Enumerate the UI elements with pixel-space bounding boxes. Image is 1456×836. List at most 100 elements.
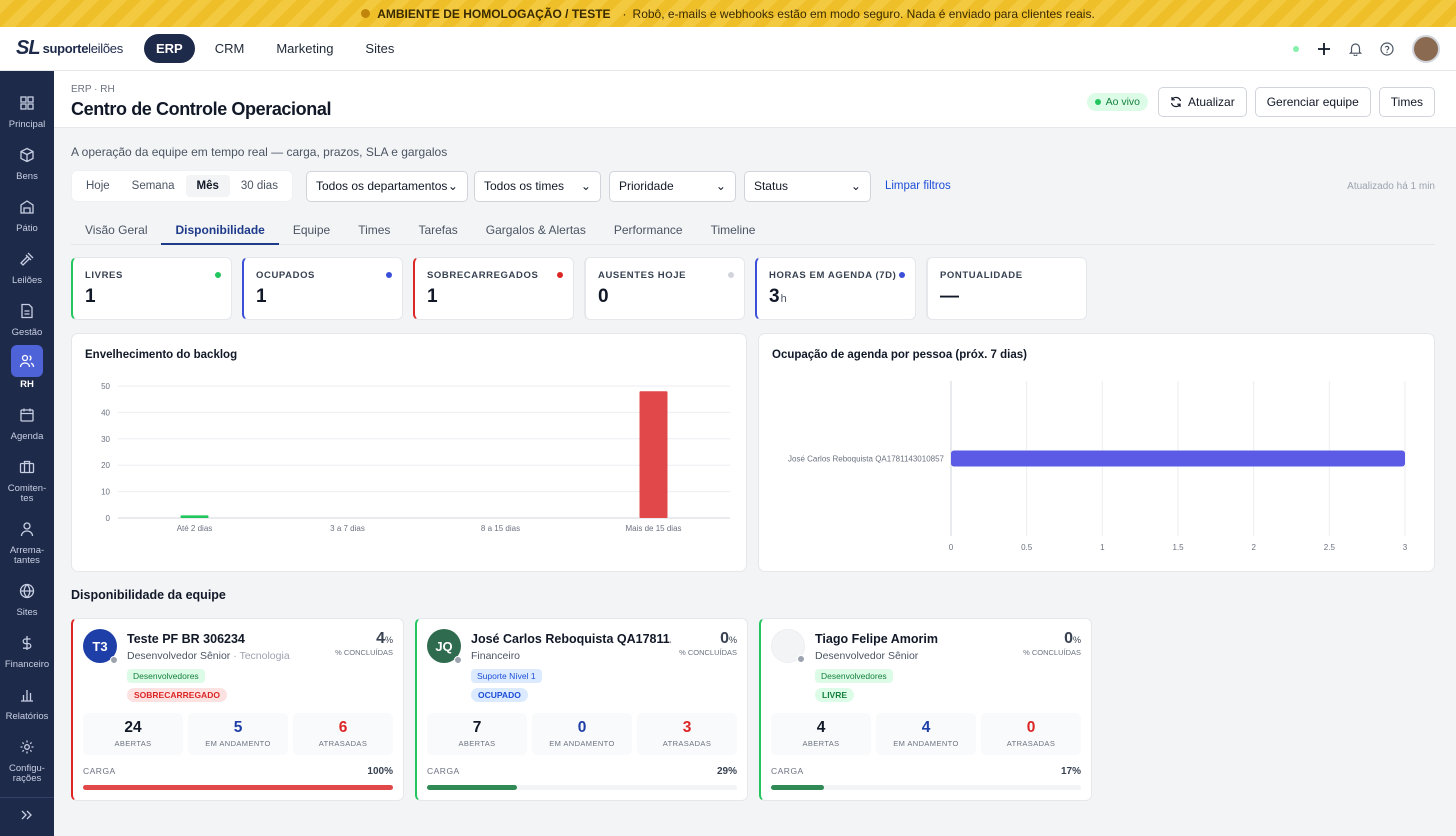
open-tasks-stat: 24 ABERTAS [83,713,183,755]
sidebar-item-comitentes[interactable]: Comiten-tes [0,453,54,505]
bar [639,391,668,518]
document-icon [13,297,41,325]
status-badge: LIVRE [815,688,855,702]
tab-times[interactable]: Times [358,223,391,237]
chevron-down-icon: ⌄ [580,179,591,193]
x-tick-label: 3 [1403,543,1408,552]
kpi-sobrecarregados: SOBRECARREGADOS 1 [413,257,574,320]
module-tab-marketing[interactable]: Marketing [276,41,334,56]
sidebar-item-gestao[interactable]: Gestão [0,297,54,349]
department-select[interactable]: Todos os departamentos ⌄ [305,170,468,202]
period-30-dias[interactable]: 30 dias [240,180,278,192]
kpi-row: LIVRES 1 OCUPADOS 1 SOBRECARREGADOS 1 AUSEN… [71,257,1087,320]
y-tick-label: 0 [106,514,111,523]
completion-rate: 4%% CONCLUÍDAS [335,630,393,657]
in-progress-stat: 5 EM ANDAMENTO [188,713,288,755]
backlog-chart: 0 10 20 30 40 50 Até 2 dias 3 a 7 dias 8 a 15 di… [101,382,730,533]
x-tick-label: 8 a 15 dias [481,524,520,533]
tab-tarefas[interactable]: Tarefas [418,223,458,237]
page-title: Centro de Controle Operacional [71,99,332,119]
plus-icon[interactable] [1317,42,1331,56]
module-tab-sites[interactable]: Sites [365,41,395,56]
person-avatar: JQ [427,629,462,664]
page-subtitle: A operação da equipe em tempo real — car… [71,145,448,159]
priority-select[interactable]: Prioridade ⌄ [608,170,736,202]
sidebar-item-leiloes[interactable]: Leilões [0,245,54,297]
user-icon [13,515,41,543]
help-icon[interactable] [1380,42,1394,56]
users-icon [11,345,43,377]
chevrons-right-icon[interactable] [20,809,34,821]
sidebar-item-financeiro[interactable]: Financeiro [0,629,54,681]
status-dot-icon [215,272,221,278]
sidebar-item-patio[interactable]: Pátio [0,193,54,245]
team-select[interactable]: Todos os times ⌄ [473,170,601,202]
sidebar-item-relatorios[interactable]: Relatórios [0,681,54,733]
sidebar-item-configuracoes[interactable]: Configu-rações [0,733,54,785]
tab-performance[interactable]: Performance [613,223,683,237]
y-tick-label: 20 [101,461,110,470]
sidebar-label: RH [20,379,34,390]
person-card[interactable]: T3 Teste PF BR 306234 Desenvolvedor Sêni… [71,618,404,801]
box-icon [13,141,41,169]
person-avatar [771,629,805,663]
module-tab-crm[interactable]: CRM [214,41,245,56]
y-tick-label: 10 [101,488,110,497]
x-tick-label: 3 a 7 dias [330,524,365,533]
sidebar-item-agenda[interactable]: Agenda [0,401,54,453]
period-mes[interactable]: Mês [185,175,230,197]
status-select[interactable]: Status ⌄ [743,170,871,202]
user-avatar[interactable] [1412,35,1440,63]
tab-timeline[interactable]: Timeline [710,223,756,237]
status-badge: SOBRECARREGADO [127,688,227,702]
status-dot-icon [557,272,563,278]
module-tab-erp[interactable]: ERP [144,34,195,63]
status-badge: OCUPADO [471,688,528,702]
bell-icon[interactable] [1349,42,1362,56]
chevron-down-icon: ⌄ [447,179,458,193]
calendar-icon [13,401,41,429]
kpi-ausentes-hoje: AUSENTES HOJE 0 [584,257,745,320]
sidebar-item-arrematantes[interactable]: Arrema-tantes [0,515,54,567]
load-bar-fill [427,785,517,790]
person-card[interactable]: Tiago Felipe Amorim Desenvolvedor Sênior… [759,618,1092,801]
chevron-down-icon: ⌄ [850,179,861,193]
clear-filters-link[interactable]: Limpar filtros [884,180,951,192]
team-section-title: Disponibilidade da equipe [71,588,226,602]
person-name: Teste PF BR 306234 [127,632,245,646]
period-semana[interactable]: Semana [131,180,175,192]
chart-title: Ocupação de agenda por pessoa (próx. 7 d… [772,349,1027,361]
manage-team-button[interactable]: Gerenciar equipe [1254,87,1371,117]
sidebar-label: Arrema-tantes [9,545,45,566]
sidebar-label: Bens [16,171,38,182]
late-tasks-stat: 3 ATRASADAS [637,713,737,755]
sidebar-label: Relatórios [5,711,49,722]
tab-gargalos-alertas[interactable]: Gargalos & Alertas [485,223,586,237]
brand-logo[interactable]: SL suporteleilões [16,37,144,60]
tab-equipe[interactable]: Equipe [292,223,331,237]
occupation-chart-card: Ocupação de agenda por pessoa (próx. 7 d… [758,333,1435,572]
team-tag: Desenvolvedores [127,669,205,683]
sidebar-item-rh[interactable]: RH [0,345,54,397]
period-hoje[interactable]: Hoje [86,180,110,192]
tab-visao-geral[interactable]: Visão Geral [85,223,148,237]
load-bar [83,785,393,790]
person-card[interactable]: JQ José Carlos Reboquista QA17811... Fin… [415,618,748,801]
sidebar-item-bens[interactable]: Bens [0,141,54,193]
dollar-icon [13,629,41,657]
teams-button[interactable]: Times [1378,87,1435,117]
in-progress-stat: 4 EM ANDAMENTO [876,713,976,755]
refresh-button[interactable]: Atualizar [1158,87,1247,117]
sidebar-label: Pátio [16,223,38,234]
sidebar-item-sites[interactable]: Sites [0,577,54,629]
open-tasks-stat: 4 ABERTAS [771,713,871,755]
bar [180,515,209,518]
tab-disponibilidade[interactable]: Disponibilidade [161,215,279,245]
live-badge: Ao vivo [1086,93,1149,111]
load-bar-fill [83,785,393,790]
sidebar-item-principal[interactable]: Principal [0,89,54,141]
kpi-horas-agenda: HORAS EM AGENDA (7D) 3h [755,257,916,320]
sidebar-label: Financeiro [4,659,50,670]
bar [951,450,1405,467]
person-avatar: T3 [83,629,118,664]
